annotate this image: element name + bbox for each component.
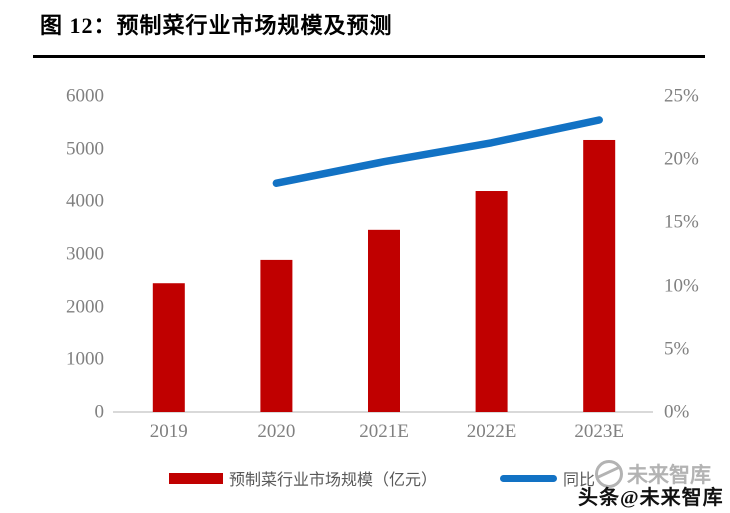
x-tick-2022E: 2022E bbox=[466, 421, 517, 442]
right-tick-0%: 0% bbox=[664, 401, 690, 423]
legend-yoy-growth-swatch bbox=[500, 474, 557, 482]
legend-market-size-label: 预制菜行业市场规模（亿元） bbox=[229, 472, 438, 489]
bar-2023E bbox=[583, 139, 616, 412]
x-tick-2021E: 2021E bbox=[359, 421, 409, 442]
legend-yoy-growth: 同比 bbox=[500, 467, 595, 489]
right-tick-20%: 20% bbox=[664, 148, 699, 170]
left-tick-5000: 5000 bbox=[66, 138, 104, 160]
left-tick-4000: 4000 bbox=[66, 190, 104, 212]
title-divider bbox=[33, 55, 705, 58]
right-tick-25%: 25% bbox=[664, 85, 699, 107]
x-tick-2020: 2020 bbox=[257, 421, 296, 442]
left-tick-2000: 2000 bbox=[66, 296, 104, 318]
legend-market-size: 预制菜行业市场规模（亿元） bbox=[169, 467, 437, 489]
line-growth-rate bbox=[272, 116, 603, 187]
left-tick-6000: 6000 bbox=[66, 85, 104, 107]
legend-yoy-growth-label: 同比 bbox=[563, 472, 596, 489]
left-tick-3000: 3000 bbox=[66, 243, 104, 265]
bar-2019 bbox=[152, 283, 185, 412]
left-tick-1000: 1000 bbox=[66, 348, 104, 370]
globe-logo-icon bbox=[595, 460, 623, 488]
left-tick-0: 0 bbox=[94, 401, 105, 423]
x-tick-2019: 2019 bbox=[149, 421, 188, 442]
figure-title: 图 12：预制菜行业市场规模及预测 bbox=[40, 13, 393, 38]
right-tick-5%: 5% bbox=[664, 338, 690, 360]
watermark-logo: 未来智库 bbox=[595, 459, 711, 489]
x-tick-2023E: 2023E bbox=[574, 421, 624, 442]
bar-2020 bbox=[260, 259, 293, 412]
bar-2021E bbox=[368, 229, 400, 412]
right-tick-15%: 15% bbox=[664, 211, 699, 233]
legend-market-size-swatch bbox=[169, 472, 223, 484]
right-tick-10%: 10% bbox=[664, 275, 699, 297]
bar-2022E bbox=[475, 191, 508, 412]
watermark-logo-text: 未来智库 bbox=[627, 463, 711, 487]
watermark-byline: 头条@未来智库 bbox=[578, 487, 724, 509]
